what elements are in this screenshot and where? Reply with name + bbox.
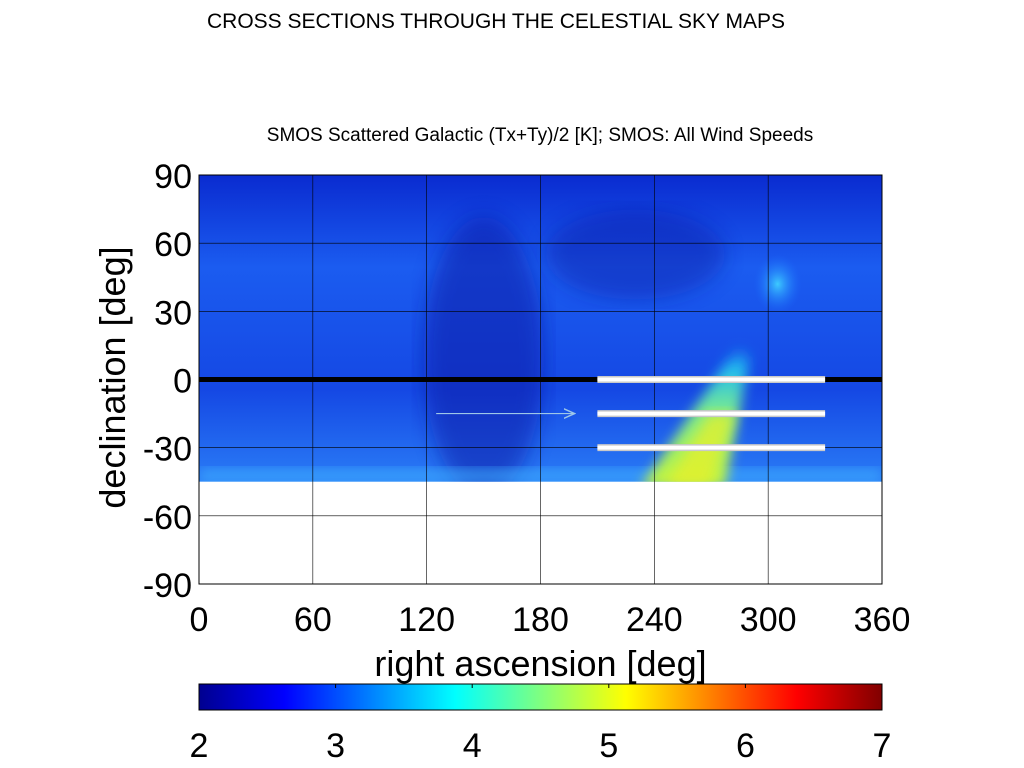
x-axis-ticks: 0 60 120 180 240 300 360 (190, 601, 911, 639)
x-tick-label: 240 (626, 601, 683, 639)
x-tick-label: 0 (190, 601, 209, 639)
low-emission-region (545, 209, 726, 300)
y-tick-label: 60 (154, 226, 192, 264)
colorbar-tick-label: 5 (599, 727, 618, 765)
y-tick-label: -60 (143, 499, 192, 537)
northern-galactic-spot (753, 254, 802, 315)
x-tick-label: 300 (740, 601, 797, 639)
colorbar-tick-label: 7 (873, 727, 892, 765)
colorbar-tick-label: 3 (326, 727, 345, 765)
chart-title: SMOS Scattered Galactic (Tx+Ty)/2 [K]; S… (267, 125, 813, 146)
x-tick-label: 360 (854, 601, 911, 639)
colorbar-ticks: 2 3 4 5 6 7 (190, 684, 892, 765)
x-axis-label: right ascension [deg] (374, 643, 706, 684)
x-tick-label: 120 (398, 601, 455, 639)
x-tick-label: 60 (294, 601, 332, 639)
y-axis-ticks: 90 60 30 0 -30 -60 -90 (143, 158, 192, 605)
cross-section-lines (199, 376, 882, 452)
low-emission-region (423, 216, 544, 482)
colorbar-tick-label: 4 (463, 727, 482, 765)
colorbar-tick-label: 6 (736, 727, 755, 765)
slide-title: CROSS SECTIONS THROUGH THE CELESTIAL SKY… (206, 10, 786, 33)
y-tick-label: 0 (173, 363, 192, 401)
y-tick-label: 90 (154, 158, 192, 196)
y-tick-label: 30 (154, 294, 192, 332)
x-tick-label: 180 (512, 601, 569, 639)
colorbar-tick-label: 2 (190, 727, 209, 765)
colorbar (198, 683, 883, 711)
y-tick-label: -30 (143, 431, 192, 469)
y-tick-label: -90 (143, 567, 192, 605)
y-axis-label: declination [deg] (92, 246, 133, 508)
